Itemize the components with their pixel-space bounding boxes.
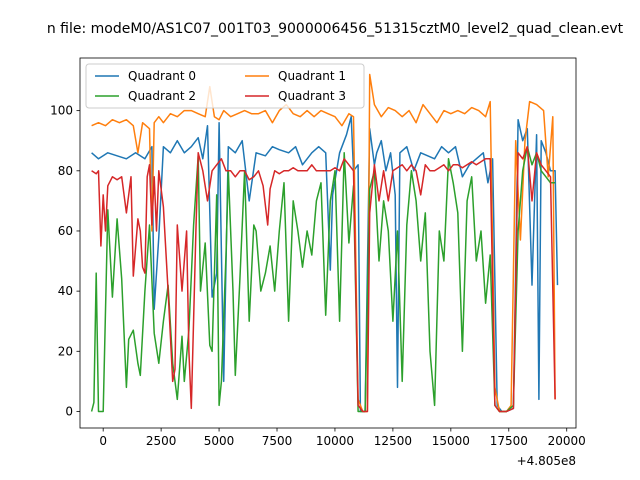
y-tick-label: 60 <box>58 224 73 238</box>
x-tick-label: 12500 <box>374 434 412 448</box>
series-line-quadrant-3 <box>91 145 556 413</box>
legend-label: Quadrant 3 <box>278 89 346 103</box>
legend-label: Quadrant 0 <box>128 69 196 83</box>
series-line-quadrant-1 <box>91 73 556 413</box>
legend-label: Quadrant 1 <box>278 69 346 83</box>
x-tick-label: 15000 <box>432 434 470 448</box>
legend-label: Quadrant 2 <box>128 89 196 103</box>
x-tick-label: 5000 <box>204 434 235 448</box>
y-tick-label: 20 <box>58 344 73 358</box>
x-offset-label: +4.805e8 <box>517 454 576 468</box>
series-layer <box>90 73 559 413</box>
x-tick-label: 0 <box>99 434 107 448</box>
plot-frame <box>79 57 577 429</box>
x-tick-label: 2500 <box>146 434 177 448</box>
chart-title: n file: modeM0/AS1C07_001T03_9000006456_… <box>47 21 624 37</box>
y-tick-label: 100 <box>50 104 73 118</box>
x-axis: 0 2500 5000 7500 10000 12500 15000 17500 20000 <box>99 428 586 448</box>
y-tick-label: 40 <box>58 284 73 298</box>
x-tick-label: 17500 <box>490 434 528 448</box>
legend-box <box>85 63 365 109</box>
x-tick-label: 7500 <box>262 434 293 448</box>
y-tick-label: 0 <box>65 404 73 418</box>
series-line-quadrant-2 <box>90 145 556 413</box>
x-tick-label: 10000 <box>316 434 354 448</box>
y-axis: 0 20 40 60 80 100 <box>50 104 80 418</box>
legend: Quadrant 0 Quadrant 1 Quadrant 2 Quadrant 3 <box>85 63 365 109</box>
x-tick-label: 20000 <box>548 434 586 448</box>
y-tick-label: 80 <box>58 164 73 178</box>
